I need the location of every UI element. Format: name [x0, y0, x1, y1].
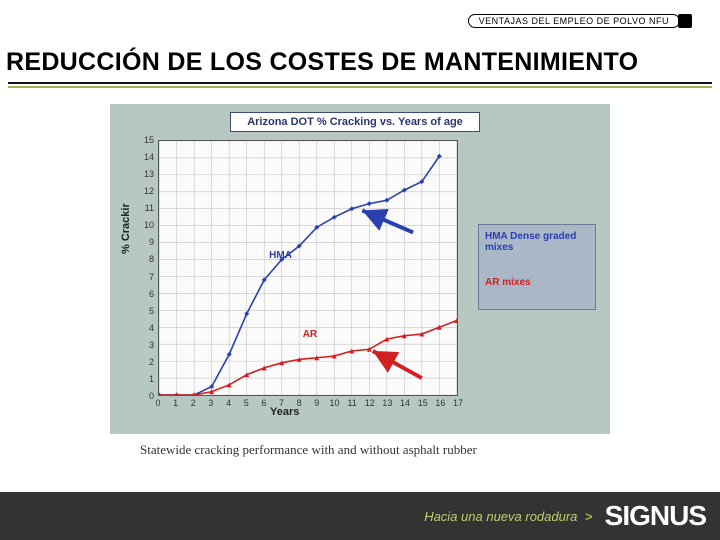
xtick: 2: [186, 398, 200, 408]
chart-svg: [159, 141, 457, 395]
chevron-right-icon: >: [585, 509, 593, 524]
xtick: 1: [169, 398, 183, 408]
ytick: 2: [136, 357, 154, 367]
footer-tagline-text: Hacia una nueva rodadura: [424, 509, 577, 524]
ytick: 5: [136, 306, 154, 316]
xtick: 14: [398, 398, 412, 408]
ytick: 6: [136, 289, 154, 299]
ytick: 9: [136, 237, 154, 247]
chart-xlabel: Years: [270, 406, 299, 418]
xtick: 12: [363, 398, 377, 408]
section-tag-cap: [678, 14, 692, 28]
xtick: 9: [310, 398, 324, 408]
section-tag: VENTAJAS DEL EMPLEO DE POLVO NFU: [468, 14, 680, 28]
xtick: 15: [416, 398, 430, 408]
ytick: 10: [136, 220, 154, 230]
ytick: 3: [136, 340, 154, 350]
chart-container: Arizona DOT % Cracking vs. Years of age …: [110, 104, 610, 434]
xtick: 3: [204, 398, 218, 408]
slide: VENTAJAS DEL EMPLEO DE POLVO NFU REDUCCI…: [0, 0, 720, 540]
ytick: 13: [136, 169, 154, 179]
ytick: 1: [136, 374, 154, 384]
ytick: 4: [136, 323, 154, 333]
ytick: 11: [136, 203, 154, 213]
xtick: 11: [345, 398, 359, 408]
xtick: 10: [327, 398, 341, 408]
xtick: 0: [151, 398, 165, 408]
ytick: 12: [136, 186, 154, 196]
xtick: 13: [380, 398, 394, 408]
chart-plot-area: [158, 140, 458, 396]
xtick: 17: [451, 398, 465, 408]
series-label-ar: AR: [303, 329, 317, 340]
ytick: 14: [136, 152, 154, 162]
page-title: REDUCCIÓN DE LOS COSTES DE MANTENIMIENTO: [6, 48, 714, 77]
legend-item-ar: AR mixes: [479, 271, 595, 288]
legend-item-hma: HMA Dense graded mixes: [479, 225, 595, 253]
chart-legend: HMA Dense graded mixes AR mixes: [478, 224, 596, 310]
xtick: 5: [239, 398, 253, 408]
xtick: 4: [222, 398, 236, 408]
title-underline: [8, 82, 712, 84]
chart-title: Arizona DOT % Cracking vs. Years of age: [230, 112, 480, 132]
ytick: 15: [136, 135, 154, 145]
footer: Hacia una nueva rodadura > SIGNUS: [0, 492, 720, 540]
ytick: 7: [136, 272, 154, 282]
xtick: 6: [257, 398, 271, 408]
xtick: 16: [433, 398, 447, 408]
chart-caption: Statewide cracking performance with and …: [140, 442, 477, 458]
series-label-hma: HMA: [269, 250, 292, 261]
chart-ylabel: % Crackir: [120, 203, 132, 254]
ytick: 8: [136, 254, 154, 264]
footer-brand: SIGNUS: [605, 500, 706, 532]
footer-tagline: Hacia una nueva rodadura >: [424, 509, 592, 524]
